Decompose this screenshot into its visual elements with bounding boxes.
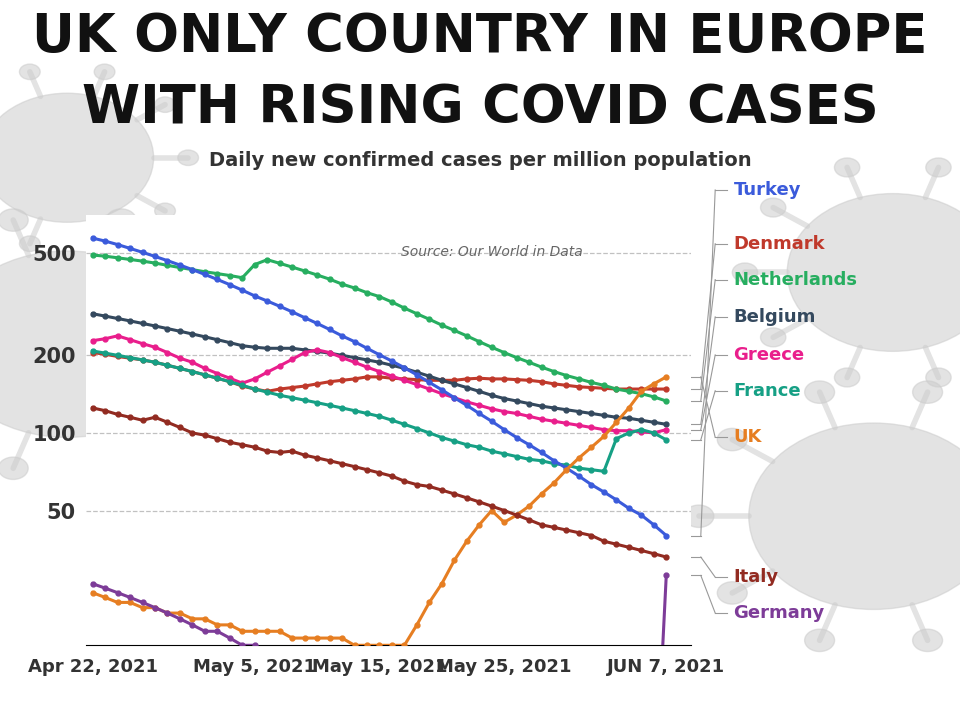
Circle shape [155, 203, 176, 219]
Circle shape [227, 333, 257, 356]
Circle shape [717, 581, 747, 604]
Text: France: France [733, 381, 801, 400]
Circle shape [787, 194, 960, 351]
Circle shape [0, 93, 154, 222]
Circle shape [178, 150, 199, 166]
Circle shape [749, 423, 960, 609]
Circle shape [94, 236, 115, 252]
Circle shape [684, 505, 714, 528]
Text: Italy: Italy [733, 568, 779, 587]
Circle shape [107, 457, 136, 480]
Circle shape [0, 209, 28, 232]
Circle shape [717, 428, 747, 451]
Circle shape [194, 256, 224, 279]
Text: Daily new confirmed cases per million population: Daily new confirmed cases per million po… [208, 151, 752, 169]
Circle shape [834, 368, 860, 387]
Circle shape [760, 328, 786, 347]
Text: Denmark: Denmark [733, 234, 825, 253]
Circle shape [925, 158, 951, 177]
Circle shape [194, 409, 224, 432]
Circle shape [804, 381, 834, 404]
Text: Netherlands: Netherlands [733, 270, 857, 289]
Text: UK: UK [733, 428, 762, 447]
Circle shape [155, 97, 176, 113]
Circle shape [0, 457, 28, 480]
Circle shape [913, 629, 943, 652]
Circle shape [0, 251, 192, 437]
Text: Germany: Germany [733, 604, 825, 622]
Circle shape [732, 263, 757, 282]
Text: UK ONLY COUNTRY IN EUROPE: UK ONLY COUNTRY IN EUROPE [33, 11, 927, 63]
Circle shape [107, 209, 136, 232]
Circle shape [804, 629, 834, 652]
Circle shape [760, 198, 786, 217]
Circle shape [19, 236, 40, 252]
Circle shape [94, 64, 115, 80]
Circle shape [19, 64, 40, 80]
Circle shape [925, 368, 951, 387]
Circle shape [834, 158, 860, 177]
Text: WITH RISING COVID CASES: WITH RISING COVID CASES [82, 82, 878, 135]
Text: Source: Our World in Data: Source: Our World in Data [401, 245, 583, 260]
Text: Turkey: Turkey [733, 181, 801, 199]
Text: Greece: Greece [733, 346, 804, 364]
Text: Belgium: Belgium [733, 308, 816, 326]
Circle shape [913, 381, 943, 404]
